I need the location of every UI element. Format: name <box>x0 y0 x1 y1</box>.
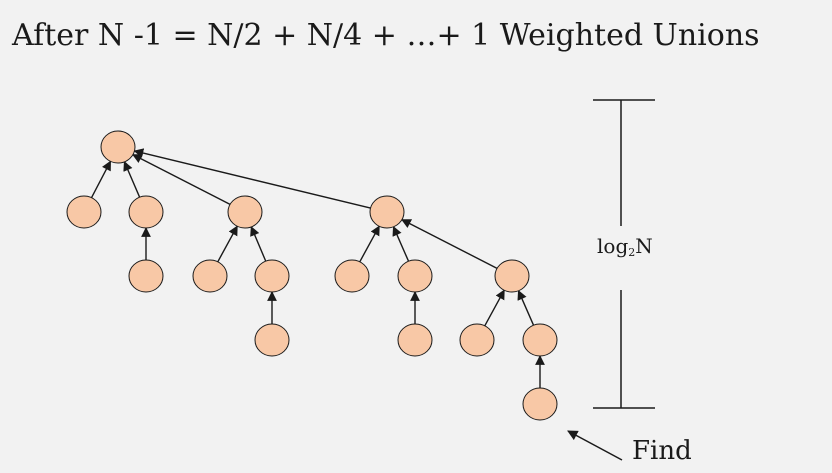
tree-node-a <box>66 195 102 229</box>
edge-c-to-r <box>132 154 231 205</box>
edge-d2-to-d <box>392 225 410 262</box>
tree-node-d3 <box>494 259 530 293</box>
tree-edges <box>90 148 545 388</box>
tree-node-d32 <box>522 323 558 357</box>
tree-nodes <box>66 130 558 421</box>
edge-a-to-r <box>90 160 112 198</box>
edge-d32-to-d3 <box>517 289 535 326</box>
edge-d3-to-d <box>401 219 498 269</box>
edge-b-to-r <box>123 160 141 198</box>
height-label-suffix: N <box>635 234 653 258</box>
tree-node-d21 <box>397 323 433 357</box>
height-bracket <box>593 99 655 409</box>
tree-node-c21 <box>254 323 290 357</box>
slide-title: After N -1 = N/2 + N/4 + …+ 1 Weighted U… <box>12 18 760 53</box>
height-label: log2N <box>597 234 653 259</box>
height-label-subscript: 2 <box>628 246 636 259</box>
tree-node-d <box>369 195 405 229</box>
edge-d31-to-d3 <box>484 289 505 327</box>
tree-node-b <box>128 195 164 229</box>
tree-node-d321 <box>522 387 558 421</box>
tree-node-d1 <box>334 259 370 293</box>
tree-node-c1 <box>192 259 228 293</box>
tree-node-c2 <box>254 259 290 293</box>
tree-node-d2 <box>397 259 433 293</box>
tree-node-b1 <box>128 259 164 293</box>
edge-d-to-r <box>133 148 371 209</box>
tree-root-node <box>100 130 136 164</box>
edge-c2-to-c <box>250 225 267 262</box>
height-label-base: log <box>597 234 629 258</box>
find-label: Find <box>632 436 692 466</box>
find-pointer-arrow <box>567 430 623 461</box>
edge-c1-to-c <box>217 225 238 263</box>
tree-node-c <box>227 195 263 229</box>
tree-node-d31 <box>459 323 495 357</box>
edge-d1-to-d <box>359 225 380 263</box>
